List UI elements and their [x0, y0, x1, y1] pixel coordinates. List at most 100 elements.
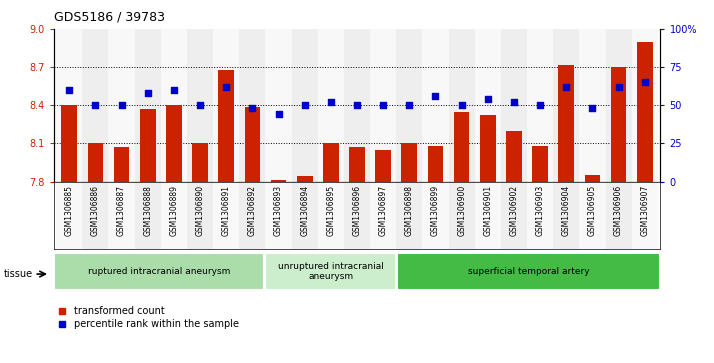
Bar	[396, 29, 423, 182]
Bar	[239, 182, 266, 249]
Point	[116, 102, 127, 108]
Point	[430, 93, 441, 99]
Text: GSM1306899: GSM1306899	[431, 185, 440, 236]
Bar	[213, 29, 239, 182]
Text: GSM1306902: GSM1306902	[510, 185, 518, 236]
Point	[221, 84, 232, 90]
Bar	[318, 182, 344, 249]
Bar	[396, 182, 423, 249]
Bar	[291, 182, 318, 249]
Point	[325, 99, 336, 105]
Point	[299, 102, 311, 108]
Text: GSM1306907: GSM1306907	[640, 185, 649, 236]
Text: GSM1306904: GSM1306904	[562, 185, 570, 236]
Point	[534, 102, 545, 108]
Bar	[140, 109, 156, 182]
Bar	[527, 182, 553, 249]
Bar	[532, 146, 548, 182]
Bar	[318, 29, 344, 182]
Bar	[61, 105, 77, 182]
Bar	[632, 182, 658, 249]
Legend: transformed count, percentile rank within the sample: transformed count, percentile rank withi…	[59, 306, 239, 329]
Text: GSM1306897: GSM1306897	[378, 185, 388, 236]
Bar	[610, 67, 626, 182]
Text: GSM1306896: GSM1306896	[353, 185, 361, 236]
Bar	[376, 150, 391, 182]
Bar	[349, 147, 365, 182]
Point	[351, 102, 363, 108]
Bar	[448, 182, 475, 249]
Text: GSM1306906: GSM1306906	[614, 185, 623, 236]
Bar	[192, 143, 208, 182]
Bar	[370, 29, 396, 182]
Point	[587, 105, 598, 111]
Bar	[423, 182, 448, 249]
Bar	[579, 182, 605, 249]
Text: GSM1306890: GSM1306890	[196, 185, 204, 236]
Point	[169, 87, 180, 93]
Bar	[401, 143, 417, 182]
Text: GSM1306891: GSM1306891	[222, 185, 231, 236]
Bar	[475, 29, 501, 182]
Text: GSM1306903: GSM1306903	[536, 185, 545, 236]
Bar	[501, 182, 527, 249]
Bar	[239, 29, 266, 182]
Bar	[56, 29, 82, 182]
Text: GDS5186 / 39783: GDS5186 / 39783	[54, 11, 164, 24]
Bar	[344, 29, 370, 182]
Bar	[161, 182, 187, 249]
Text: GSM1306895: GSM1306895	[326, 185, 336, 236]
Point	[639, 79, 650, 85]
Bar	[553, 29, 579, 182]
Bar	[135, 29, 161, 182]
Point	[456, 102, 468, 108]
Point	[90, 102, 101, 108]
Bar	[161, 29, 187, 182]
Point	[273, 111, 284, 117]
Bar	[448, 29, 475, 182]
Text: GSM1306885: GSM1306885	[65, 185, 74, 236]
FancyBboxPatch shape	[54, 253, 264, 290]
Bar	[266, 182, 291, 249]
Text: superficial temporal artery: superficial temporal artery	[468, 267, 589, 276]
Text: GSM1306889: GSM1306889	[169, 185, 178, 236]
Point	[142, 90, 154, 96]
Bar	[109, 182, 135, 249]
Bar	[114, 147, 129, 182]
Bar	[475, 182, 501, 249]
Text: GSM1306888: GSM1306888	[144, 185, 152, 236]
Bar	[605, 182, 632, 249]
Bar	[480, 115, 496, 182]
Bar	[527, 29, 553, 182]
Point	[64, 87, 75, 93]
Bar	[558, 65, 574, 182]
Text: GSM1306905: GSM1306905	[588, 185, 597, 236]
Point	[403, 102, 415, 108]
Point	[508, 99, 520, 105]
Point	[613, 84, 624, 90]
Bar	[579, 29, 605, 182]
Bar	[323, 143, 338, 182]
Bar	[88, 143, 104, 182]
Bar	[109, 29, 135, 182]
Bar	[271, 180, 286, 182]
Bar	[344, 182, 370, 249]
Text: ruptured intracranial aneurysm: ruptured intracranial aneurysm	[88, 267, 231, 276]
Bar	[166, 105, 182, 182]
Text: GSM1306901: GSM1306901	[483, 185, 492, 236]
Bar	[82, 29, 109, 182]
Text: GSM1306887: GSM1306887	[117, 185, 126, 236]
Bar	[428, 146, 443, 182]
Bar	[605, 29, 632, 182]
Bar	[187, 29, 213, 182]
Text: GSM1306892: GSM1306892	[248, 185, 257, 236]
Text: GSM1306898: GSM1306898	[405, 185, 414, 236]
Bar	[266, 29, 291, 182]
FancyBboxPatch shape	[266, 253, 396, 290]
Bar	[501, 29, 527, 182]
Bar	[423, 29, 448, 182]
Text: GSM1306886: GSM1306886	[91, 185, 100, 236]
Bar	[637, 42, 653, 182]
Point	[378, 102, 389, 108]
Bar	[454, 112, 470, 182]
